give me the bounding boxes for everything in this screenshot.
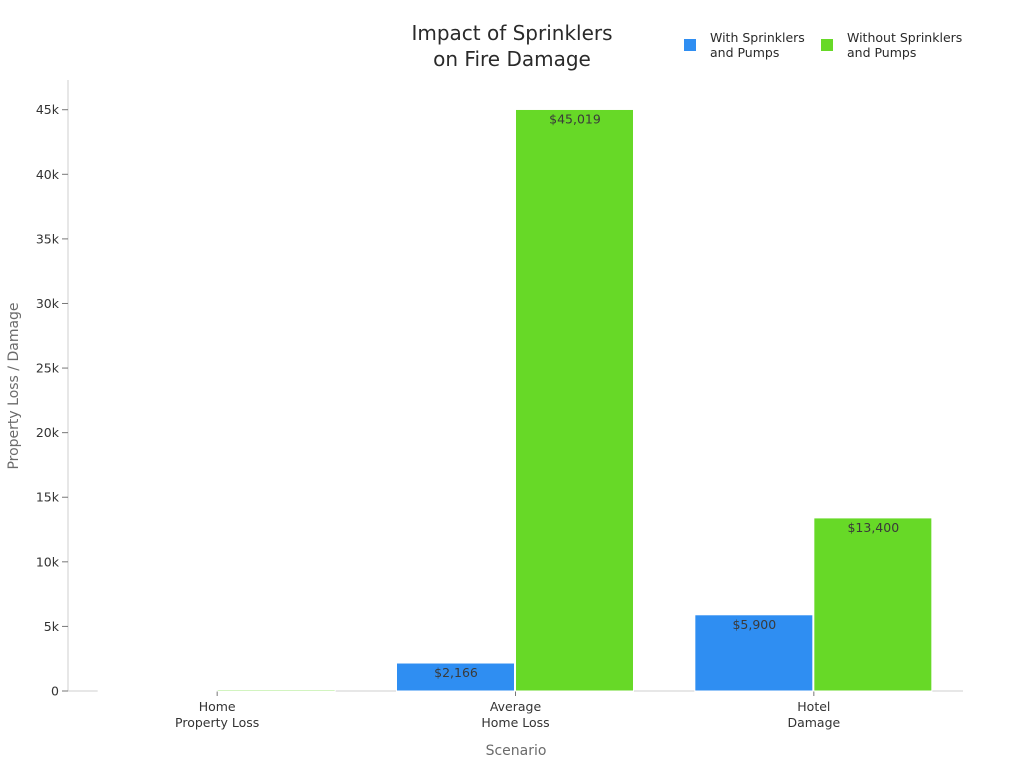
bar-value-label: $5,900 [732,617,776,632]
x-axis-title: Scenario [486,743,547,759]
bar-value-label: $13,400 [847,520,899,535]
y-tick-label: 25k [36,361,60,376]
bar-with-sprinklers [396,662,515,692]
y-tick-label: 40k [36,167,60,182]
x-tick-label: Damage [787,715,840,730]
bar-with-sprinklers [694,614,814,692]
chart-title: on Fire Damage [433,47,591,71]
legend-label: and Pumps [847,45,916,60]
legend-swatch [684,39,696,51]
y-tick-label: 10k [36,554,60,569]
bar-without-sprinklers [216,689,336,692]
y-tick-label: 30k [36,296,60,311]
legend-label: With Sprinklers [710,30,805,45]
y-tick-label: 45k [36,102,60,117]
x-tick-label: Home Loss [481,715,549,730]
x-tick-label: Home [199,699,236,714]
x-tick-label: Hotel [797,699,830,714]
bar-value-label: $2,166 [434,665,478,680]
y-tick-label: 35k [36,231,60,246]
y-tick-label: 20k [36,425,60,440]
bar-value-label: $45,019 [549,111,601,126]
x-tick-label: Property Loss [175,715,259,730]
x-tick-label: Average [490,699,542,714]
legend-label: Without Sprinklers [847,30,962,45]
y-tick-label: 15k [36,490,60,505]
legend-label: and Pumps [710,45,779,60]
y-tick-label: 5k [44,619,60,634]
y-axis-title: Property Loss / Damage [6,302,22,469]
bar-without-sprinklers [813,517,933,692]
bar-without-sprinklers [515,108,634,692]
legend-swatch [821,39,833,51]
bar-with-sprinklers [97,690,217,692]
y-tick-label: 0 [51,684,59,699]
chart-title: Impact of Sprinklers [411,21,612,45]
